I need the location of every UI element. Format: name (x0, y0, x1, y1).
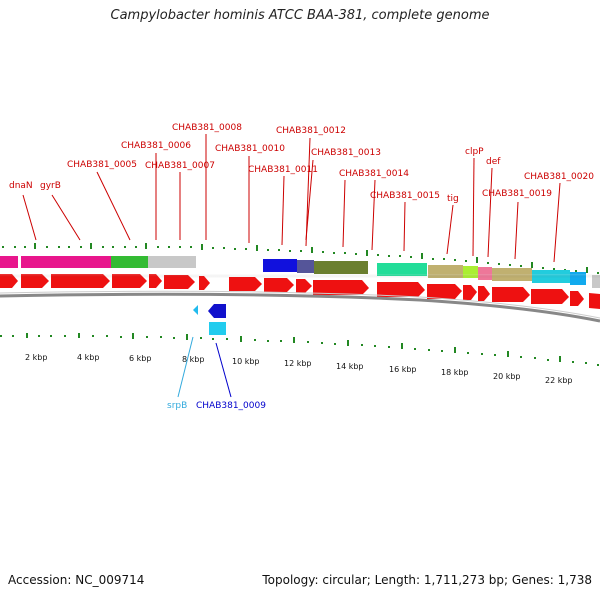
accession-text: Accession: NC_009714 (8, 573, 145, 587)
scale-tick-label: 10 kbp (232, 357, 260, 366)
gene-arrow (296, 279, 312, 293)
cog-block (314, 261, 368, 274)
gene-srpB (193, 305, 198, 315)
cog-block (111, 256, 148, 268)
cog-block (377, 263, 427, 276)
scale-tick-label: 4 kbp (77, 353, 99, 362)
gene-arrow (463, 285, 477, 300)
cog-block (570, 272, 586, 285)
gene-arrow (264, 278, 294, 292)
gene-arrow (531, 289, 569, 304)
scale-tick-label: 12 kbp (284, 359, 312, 368)
cog-block-reverse (209, 322, 226, 335)
cog-block (263, 259, 297, 272)
cog-block (148, 256, 196, 268)
bottom-ruler (0, 333, 599, 366)
cog-block (21, 256, 49, 268)
gene-arrow (478, 286, 490, 301)
genome-backbone (0, 292, 600, 323)
scale-labels: 2 kbp 4 kbp 6 kbp 8 kbp 10 kbp 12 kbp 14… (25, 353, 573, 385)
gene-arrow (377, 282, 425, 297)
gene-arrow (492, 287, 530, 302)
label-leaders (22, 134, 561, 263)
gene-label: clpP (465, 147, 484, 157)
cog-block (592, 275, 600, 288)
gene-label: tig (447, 194, 459, 204)
reverse-strand-genes (193, 304, 226, 335)
gene-label: CHAB381_0007 (145, 161, 215, 171)
forward-strand-genes (0, 274, 600, 309)
gene-label: CHAB381_0005 (67, 160, 137, 170)
scale-tick-label: 14 kbp (336, 362, 364, 371)
gene-label: CHAB381_0009 (196, 401, 266, 411)
leader-0009 (215, 342, 232, 398)
gene-label: srpB (167, 401, 187, 411)
gene-label: CHAB381_0006 (121, 141, 191, 151)
scale-tick-label: 18 kbp (441, 368, 469, 377)
scale-tick-label: 20 kbp (493, 372, 521, 381)
gene-label: CHAB381_0013 (311, 148, 381, 158)
gene-arrow (589, 293, 600, 309)
gene-arrow (199, 276, 210, 290)
gene-label: CHAB381_0015 (370, 191, 440, 201)
scale-tick-label: 22 kbp (545, 376, 573, 385)
gene-label: gyrB (40, 181, 61, 191)
gene-arrow (229, 277, 262, 291)
gene-arrow (164, 275, 195, 289)
gene-label: dnaN (9, 181, 33, 191)
scale-tick-label: 8 kbp (182, 355, 204, 364)
scale-tick-label: 6 kbp (129, 354, 151, 363)
genome-summary-text: Topology: circular; Length: 1,711,273 bp… (262, 573, 592, 587)
genome-title: Campylobacter hominis ATCC BAA-381, comp… (110, 8, 490, 23)
gene-label: CHAB381_0008 (172, 123, 242, 133)
gene-label: CHAB381_0010 (215, 144, 285, 154)
gene-arrow (570, 291, 584, 306)
gene-label: CHAB381_0012 (276, 126, 346, 136)
cog-block (0, 256, 18, 268)
gene-chab381-0009 (208, 304, 226, 318)
gene-label: CHAB381_0014 (339, 169, 409, 179)
cog-block (478, 267, 492, 280)
gene-arrow (427, 284, 462, 299)
gene-label: CHAB381_0020 (524, 172, 594, 182)
gene-label: def (486, 157, 501, 167)
gene-arrow (313, 280, 369, 295)
top-ruler (2, 243, 599, 274)
leader-srpB (177, 336, 194, 398)
gene-labels: dnaN gyrB CHAB381_0005 CHAB381_0006 CHAB… (9, 123, 594, 411)
cog-block (297, 260, 314, 273)
cog-block (49, 256, 111, 268)
gene-label: CHAB381_0011 (248, 165, 318, 175)
scale-tick-label: 16 kbp (389, 365, 417, 374)
gene-label: CHAB381_0019 (482, 189, 552, 199)
scale-tick-label: 2 kbp (25, 353, 47, 362)
